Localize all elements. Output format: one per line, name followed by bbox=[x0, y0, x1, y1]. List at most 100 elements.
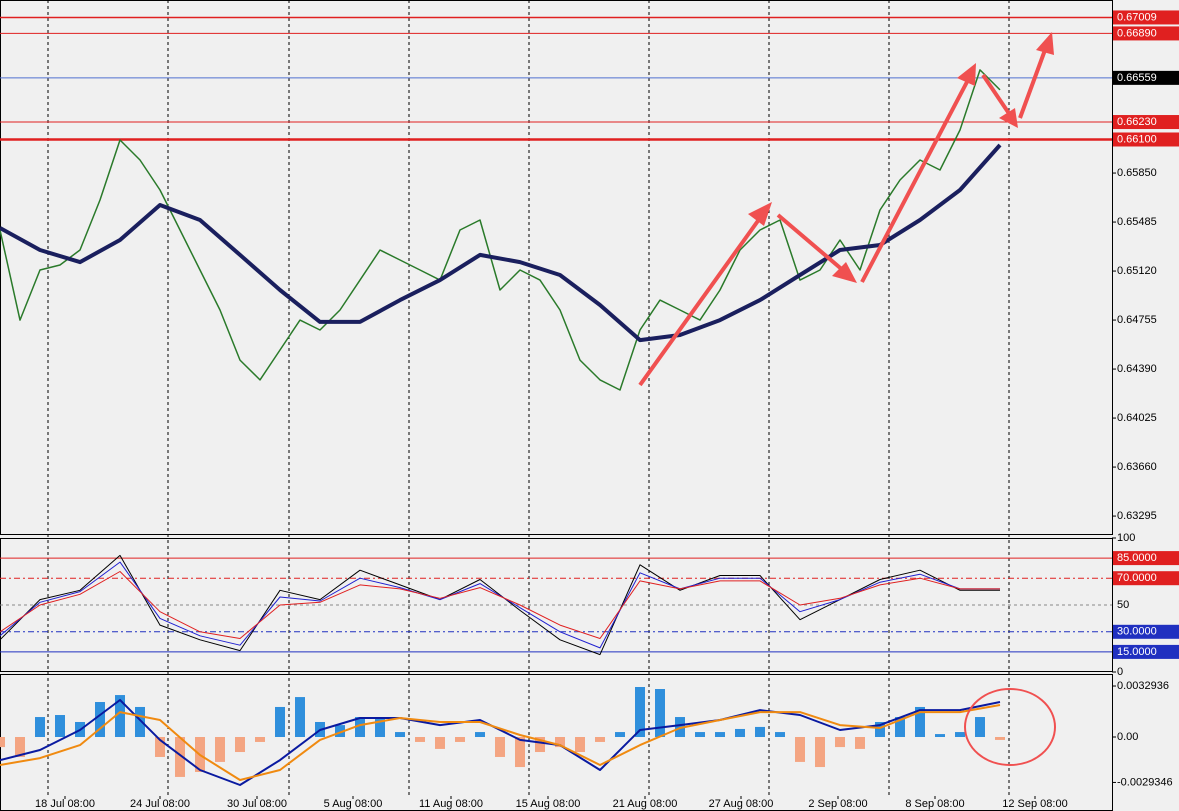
level-label: 0.67009 bbox=[1117, 11, 1157, 23]
level-label: 70.0000 bbox=[1117, 572, 1157, 584]
histogram-bar bbox=[875, 721, 885, 738]
annotation-circle bbox=[964, 688, 1056, 766]
x-tick-label: 11 Aug 08:00 bbox=[419, 798, 483, 810]
level-label-box bbox=[1113, 551, 1179, 566]
panel-frame bbox=[0, 0, 1113, 535]
histogram-bar bbox=[775, 732, 785, 738]
histogram-bar bbox=[115, 695, 125, 738]
histogram-bar bbox=[495, 737, 505, 757]
period-separators bbox=[47, 0, 1010, 795]
histogram-bar bbox=[475, 732, 485, 738]
histogram-bar bbox=[575, 737, 585, 753]
histogram-bar bbox=[735, 728, 745, 738]
y-tick-label: 0.0032936 bbox=[1117, 680, 1169, 692]
histogram-bar bbox=[35, 717, 45, 738]
histogram-bar bbox=[635, 687, 645, 738]
x-tick-label: 30 Jul 08:00 bbox=[227, 798, 287, 810]
y-tick-label: 0.65120 bbox=[1117, 265, 1157, 277]
histogram-bar bbox=[175, 737, 185, 777]
histogram-bar bbox=[235, 737, 245, 753]
histogram-bar bbox=[655, 689, 665, 738]
histogram-bar bbox=[15, 737, 25, 757]
series-line bbox=[0, 571, 1000, 639]
histogram-bar bbox=[815, 737, 825, 768]
histogram-bar bbox=[275, 706, 285, 738]
histogram-bar bbox=[595, 737, 605, 742]
level-label-box bbox=[1113, 70, 1179, 85]
histogram-bar bbox=[915, 706, 925, 738]
y-tick-label: 0.64755 bbox=[1117, 314, 1157, 326]
x-tick-label: 12 Sep 08:00 bbox=[1002, 798, 1067, 810]
histogram-bar bbox=[155, 737, 165, 757]
histogram-bar bbox=[95, 702, 105, 738]
histogram-bar bbox=[515, 737, 525, 768]
histogram-bar bbox=[795, 737, 805, 762]
level-label: 0.66230 bbox=[1117, 116, 1157, 128]
y-tick-label: 0.64390 bbox=[1117, 363, 1157, 375]
histogram-bar bbox=[555, 737, 565, 748]
series-line bbox=[0, 554, 1000, 656]
y-tick-label: 100 bbox=[1117, 532, 1135, 544]
annotation-arrows bbox=[638, 32, 1054, 387]
x-tick-label: 8 Sep 08:00 bbox=[905, 798, 964, 810]
histogram-bar bbox=[995, 737, 1005, 740]
y-tick-label: 0.65485 bbox=[1117, 216, 1157, 228]
series-line bbox=[0, 704, 1001, 781]
series-line bbox=[0, 143, 1002, 343]
level-label: 0.66559 bbox=[1117, 72, 1157, 84]
histogram-bar bbox=[135, 706, 145, 738]
series-line bbox=[0, 69, 1001, 391]
histogram-bar bbox=[975, 717, 985, 738]
histogram-bar bbox=[895, 717, 905, 738]
histogram-bar bbox=[375, 719, 385, 738]
series-line bbox=[0, 699, 1001, 786]
histogram-bar bbox=[955, 732, 965, 738]
histogram-bar bbox=[535, 737, 545, 753]
histogram-bar bbox=[715, 732, 725, 738]
x-tick-label: 27 Aug 08:00 bbox=[709, 798, 774, 810]
y-tick-label: 0.63295 bbox=[1117, 510, 1157, 522]
histogram-bar bbox=[255, 737, 265, 742]
histogram-bar bbox=[455, 737, 465, 742]
histogram-bar bbox=[0, 737, 5, 748]
level-label: 0.66890 bbox=[1117, 27, 1157, 39]
x-tick-label: 24 Jul 08:00 bbox=[130, 798, 190, 810]
histogram-bar bbox=[415, 737, 425, 742]
x-tick-label: 15 Aug 08:00 bbox=[516, 798, 581, 810]
x-tick-label: 18 Jul 08:00 bbox=[35, 798, 95, 810]
level-label-box bbox=[1113, 10, 1179, 25]
level-label-box bbox=[1113, 624, 1179, 639]
level-label: 30.0000 bbox=[1117, 626, 1157, 638]
y-tick-label: -0.0029346 bbox=[1117, 776, 1173, 788]
y-tick-label: 0 bbox=[1117, 666, 1123, 678]
histogram-bar bbox=[935, 734, 945, 738]
y-tick-label: 0.65850 bbox=[1117, 167, 1157, 179]
level-label: 0.66100 bbox=[1117, 133, 1157, 145]
level-label-box bbox=[1113, 644, 1179, 659]
level-label-box bbox=[1113, 132, 1179, 147]
level-label-box bbox=[1113, 115, 1179, 130]
y-tick-label: 0.00 bbox=[1117, 731, 1138, 743]
y-tick-label: 0.63660 bbox=[1117, 461, 1157, 473]
level-label: 85.0000 bbox=[1117, 552, 1157, 564]
histogram-bar bbox=[335, 725, 345, 738]
histogram-bar bbox=[615, 732, 625, 738]
histogram-bar bbox=[295, 697, 305, 738]
level-label: 50 bbox=[1117, 599, 1129, 611]
histogram-bar bbox=[55, 715, 65, 738]
level-label: 15.0000 bbox=[1117, 646, 1157, 658]
histogram-bar bbox=[755, 726, 765, 738]
histogram-bar bbox=[855, 737, 865, 749]
y-tick-label: 0.64025 bbox=[1117, 412, 1157, 424]
histogram-bar bbox=[395, 732, 405, 738]
histogram-bar bbox=[435, 737, 445, 749]
level-label-box bbox=[1113, 26, 1179, 41]
histogram-bar bbox=[355, 717, 365, 738]
x-tick-label: 21 Aug 08:00 bbox=[613, 798, 678, 810]
histogram-bar bbox=[215, 737, 225, 762]
level-label-box bbox=[1113, 571, 1179, 586]
x-tick-label: 2 Sep 08:00 bbox=[808, 798, 867, 810]
